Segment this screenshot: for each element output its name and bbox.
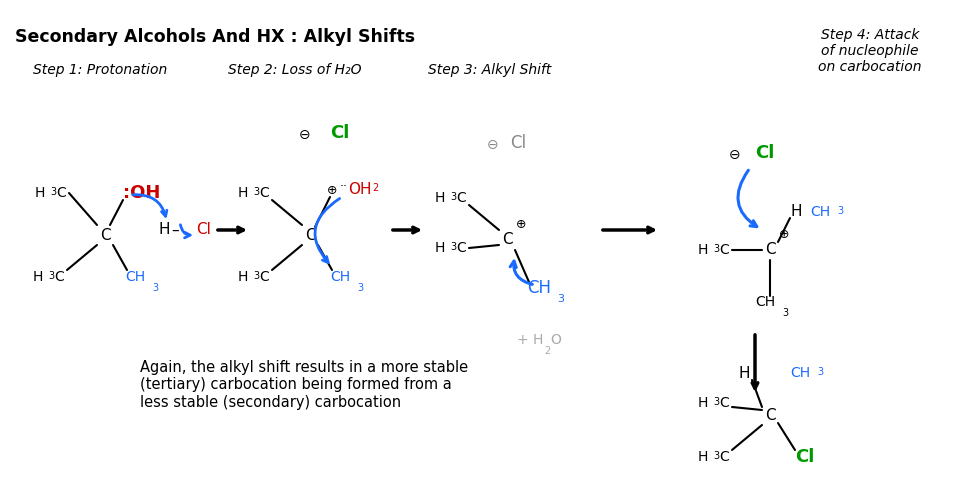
Text: H: H [790,204,802,220]
Text: 3: 3 [782,308,788,318]
Text: Step 4: Attack
of nucleophile
on carbocation: Step 4: Attack of nucleophile on carboca… [818,28,922,74]
Text: H: H [34,186,45,200]
Text: –: – [172,223,178,238]
Text: CH: CH [330,270,350,284]
Text: 2: 2 [544,346,550,356]
Text: C: C [456,191,466,205]
Text: 3: 3 [450,242,456,252]
Text: C: C [54,270,64,284]
Text: 3: 3 [713,451,719,461]
Text: CH: CH [810,205,830,219]
Text: CH: CH [125,270,145,284]
Text: 3: 3 [817,367,823,377]
Text: C: C [305,227,316,243]
Text: O: O [550,333,561,347]
Text: H: H [698,396,708,410]
Text: H: H [434,241,445,255]
Text: Step 3: Alkyl Shift: Step 3: Alkyl Shift [428,63,552,77]
Text: ⊕: ⊕ [779,227,789,241]
Text: 3: 3 [253,271,259,281]
Text: CH: CH [527,279,551,297]
Text: Cl: Cl [755,144,774,162]
Text: 3: 3 [152,283,158,293]
Text: 3: 3 [713,244,719,254]
Text: Cl: Cl [330,124,350,142]
Text: ⊖: ⊖ [728,148,740,162]
Text: 3: 3 [713,397,719,407]
Text: CH: CH [790,366,810,380]
Text: ⊖: ⊖ [486,138,498,152]
Text: C: C [764,243,775,258]
Text: H: H [237,186,248,200]
Text: Secondary Alcohols And HX : Alkyl Shifts: Secondary Alcohols And HX : Alkyl Shifts [15,28,416,46]
Text: C: C [719,243,729,257]
Text: H: H [237,270,248,284]
Text: ..: .. [340,177,348,189]
Text: CH: CH [755,295,775,309]
Text: ⊕: ⊕ [326,183,337,197]
Text: :OH: :OH [123,184,161,202]
Text: + H: + H [517,333,543,347]
Text: 3: 3 [837,206,843,216]
Text: C: C [259,186,269,200]
Text: C: C [456,241,466,255]
Text: 3: 3 [50,187,56,197]
Text: Cl: Cl [196,223,211,238]
Text: ⊖: ⊖ [298,128,310,142]
Text: H: H [698,450,708,464]
Text: C: C [259,270,269,284]
Text: H: H [32,270,43,284]
Text: OH: OH [348,182,371,197]
Text: C: C [719,396,729,410]
Text: C: C [764,407,775,423]
Text: C: C [100,227,111,243]
Text: Cl: Cl [795,448,814,466]
Text: 3: 3 [253,187,259,197]
Text: 3: 3 [557,294,564,304]
Text: C: C [719,450,729,464]
Text: Step 1: Protonation: Step 1: Protonation [33,63,168,77]
Text: H: H [698,243,708,257]
Text: Cl: Cl [510,134,526,152]
Text: 3: 3 [48,271,54,281]
Text: C: C [502,232,513,247]
Text: 2: 2 [372,183,378,193]
Text: ⊕: ⊕ [515,218,526,230]
Text: 3: 3 [357,283,364,293]
Text: C: C [56,186,66,200]
Text: H: H [434,191,445,205]
Text: H: H [159,223,170,238]
Text: 3: 3 [450,192,456,202]
Text: Step 2: Loss of H₂O: Step 2: Loss of H₂O [228,63,362,77]
Text: H: H [739,366,750,381]
Text: Again, the alkyl shift results in a more stable
(tertiary) carbocation being for: Again, the alkyl shift results in a more… [140,360,468,410]
